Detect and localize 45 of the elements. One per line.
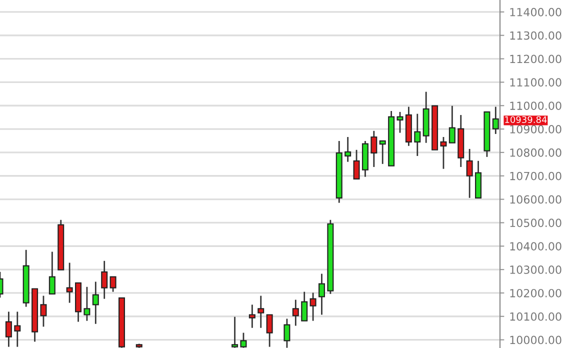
candlestick <box>379 140 386 165</box>
y-tick-label: 11200.00 <box>510 54 562 64</box>
y-tick-label: 11100.00 <box>510 78 562 87</box>
y-tick-label: 10800.00 <box>510 148 562 157</box>
candlestick <box>240 332 247 348</box>
candlestick <box>396 111 404 134</box>
candlestick <box>353 149 360 180</box>
y-tick-label: 10400.00 <box>510 242 562 251</box>
y-tick-label: 10700.00 <box>510 172 562 180</box>
y-tick-label: 10000.00 <box>510 336 562 344</box>
candlestick <box>318 273 325 316</box>
y-tick-label: 10900.00 <box>510 125 562 134</box>
candlestick <box>292 299 299 326</box>
y-tick-label: 10200.00 <box>510 288 562 298</box>
candlestick <box>344 136 352 163</box>
candlestick <box>14 311 21 348</box>
candlestick <box>92 281 99 325</box>
y-tick-label: 10500.00 <box>510 218 562 228</box>
candlestick <box>440 136 447 170</box>
candlestick <box>301 291 308 322</box>
y-tick-label: 11000.00 <box>510 102 562 110</box>
text: 10939.84 <box>505 116 547 124</box>
candlestick <box>110 276 116 292</box>
y-tick-label: 11300.00 <box>510 31 562 40</box>
candlestick <box>284 318 290 348</box>
candlestick <box>5 311 12 348</box>
candlestick <box>414 113 421 157</box>
candlestick <box>66 262 73 304</box>
candlestick <box>101 260 108 300</box>
candlestick <box>48 251 56 295</box>
y-tick-label: 10100.00 <box>510 312 562 321</box>
candlestick <box>258 295 264 329</box>
y-tick-label: 11400.00 <box>510 8 562 16</box>
candlestick <box>448 105 456 144</box>
candlestick <box>248 304 256 329</box>
candlestick <box>266 314 273 348</box>
candlestick <box>232 316 238 348</box>
candlestick <box>310 292 316 322</box>
candlestick <box>84 286 90 322</box>
candlestick <box>40 295 47 328</box>
candlestick <box>370 130 378 168</box>
candlestick <box>492 106 499 135</box>
y-tick-label: 10300.00 <box>510 266 562 274</box>
y-tick-label: 10600.00 <box>510 195 562 204</box>
candlestick <box>466 148 473 199</box>
